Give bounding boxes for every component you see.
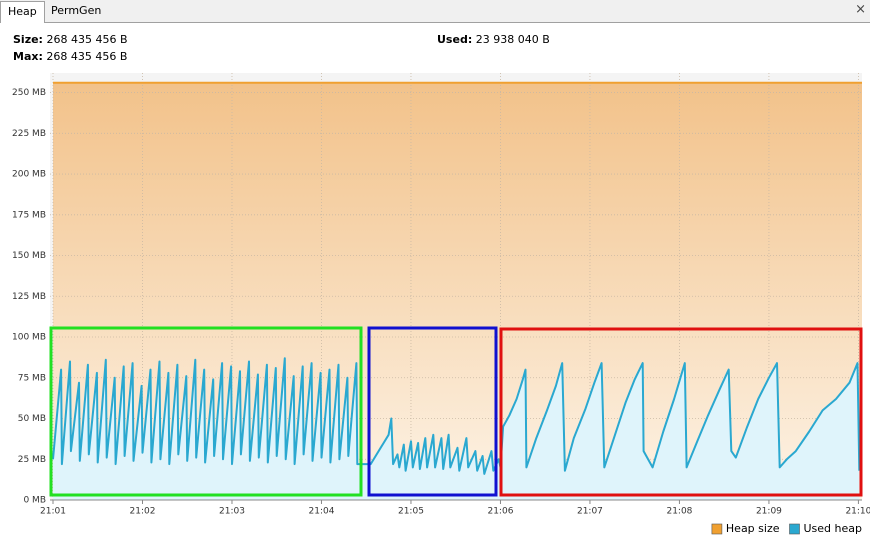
stat-label: Size: — [13, 33, 43, 46]
stat: Used: 23 938 040 B — [437, 33, 550, 46]
x-tick-label: 21:09 — [756, 507, 782, 517]
stat-label: Used: — [437, 33, 473, 46]
series-line — [52, 357, 861, 475]
tab-bar: Heap PermGen × — [0, 0, 870, 23]
legend-swatch — [711, 523, 723, 535]
highlight-box — [499, 327, 863, 497]
x-tick-label: 21:06 — [487, 507, 513, 517]
y-tick-label: 100 MB — [12, 333, 46, 343]
y-tick-label: 25 MB — [18, 455, 46, 465]
stat-value: 268 435 456 B — [46, 50, 128, 63]
y-tick-label: 225 MB — [12, 129, 46, 139]
y-tick-label: 50 MB — [18, 414, 46, 424]
legend-swatch — [789, 523, 800, 535]
y-tick-label: 150 MB — [12, 251, 46, 261]
x-tick-label: 21:02 — [130, 507, 156, 517]
tab[interactable]: Heap — [0, 1, 45, 23]
stat-value: 268 435 456 B — [46, 33, 128, 46]
stat-value: 23 938 040 B — [475, 33, 550, 46]
x-tick-label: 21:05 — [398, 507, 424, 517]
highlight-box — [49, 326, 363, 497]
close-button[interactable]: × — [855, 2, 866, 17]
x-tick-label: 21:03 — [219, 507, 245, 517]
stat-label: Max: — [13, 50, 43, 63]
y-tick-label: 175 MB — [12, 210, 46, 220]
x-tick-label: 21:07 — [577, 507, 603, 517]
stat: Size: 268 435 456 B — [13, 33, 128, 46]
tab[interactable]: PermGen — [51, 4, 102, 17]
y-tick-label: 75 MB — [18, 373, 46, 383]
highlight-box — [367, 326, 498, 497]
y-tick-label: 200 MB — [12, 170, 46, 180]
y-tick-label: 125 MB — [12, 292, 46, 302]
x-tick-label: 21:04 — [309, 507, 335, 517]
x-tick-label: 21:01 — [40, 507, 66, 517]
x-tick-label: 21:08 — [666, 507, 692, 517]
legend-label: Used heap — [804, 522, 863, 535]
stat: Max: 268 435 456 B — [13, 50, 127, 63]
y-tick-label: 0 MB — [23, 496, 46, 506]
y-tick-label: 250 MB — [12, 88, 46, 98]
area-fill — [53, 358, 860, 500]
x-tick-label: 21:10 — [845, 507, 870, 517]
legend-label: Heap size — [726, 522, 780, 535]
